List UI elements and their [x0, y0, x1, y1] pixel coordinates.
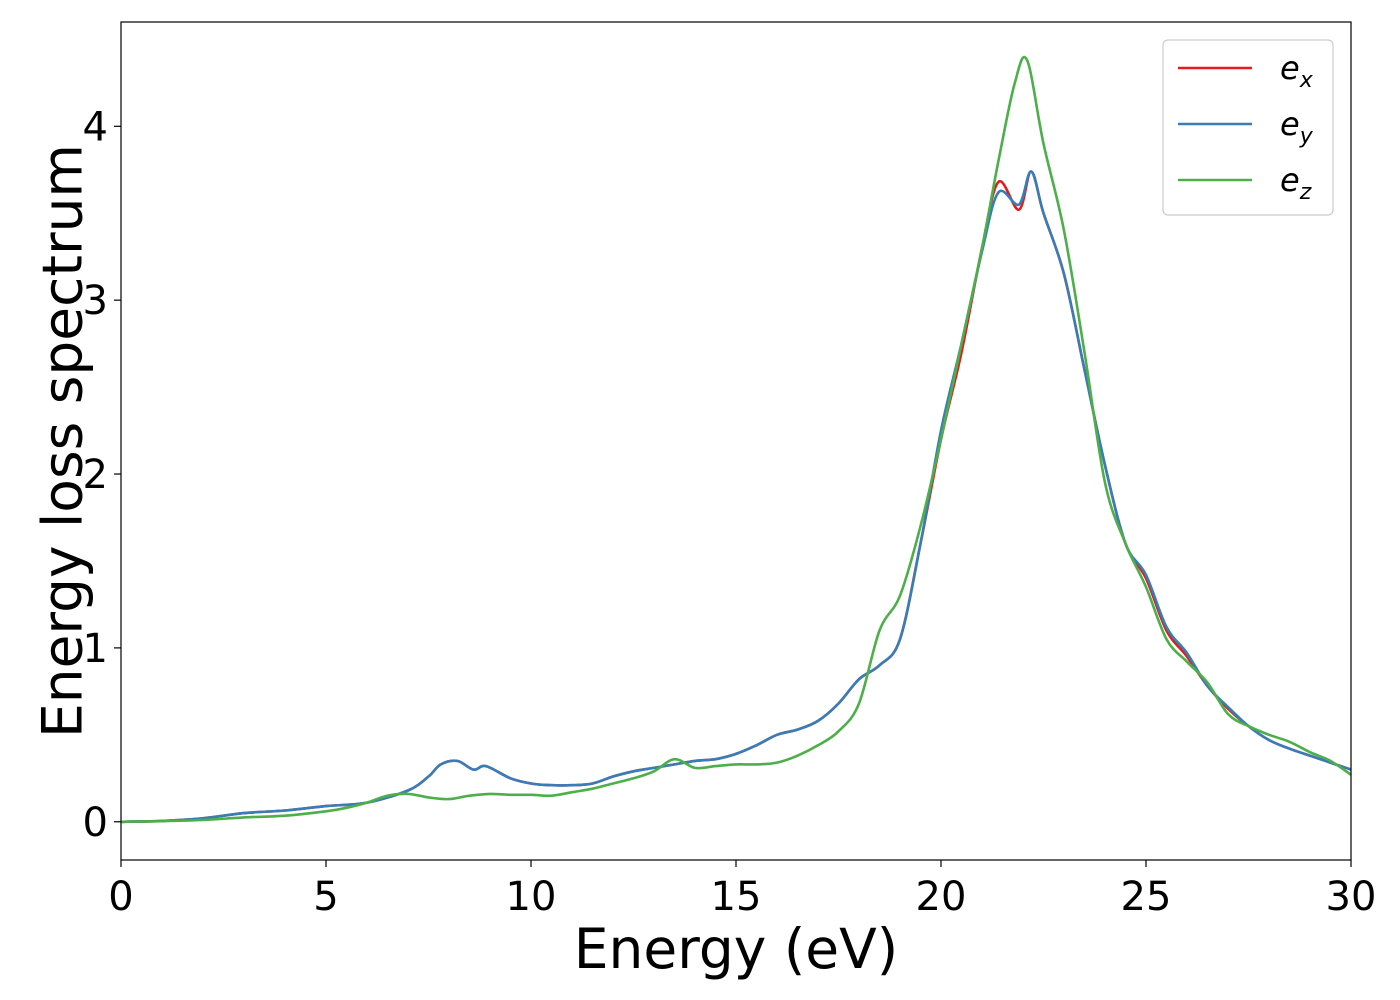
series-line-x — [120, 170, 1352, 824]
series-layer — [120, 55, 1352, 824]
x-tick-label: 15 — [711, 874, 762, 920]
y-tick-label: 3 — [83, 278, 108, 324]
y-tick-label: 1 — [83, 626, 108, 672]
plot-area-frame — [120, 21, 1352, 861]
x-tick-label: 25 — [1121, 874, 1172, 920]
series-line-z — [120, 55, 1352, 824]
legend-label-x: ex — [1280, 49, 1314, 93]
x-axis-title: Energy (eV) — [574, 917, 898, 981]
legend: ex ey ez — [1162, 39, 1334, 216]
y-tick-label: 4 — [83, 104, 108, 150]
x-tick-label: 0 — [108, 874, 133, 920]
series-line-y — [120, 170, 1352, 824]
y-axis-title: Energy loss spectrum — [30, 144, 94, 738]
x-tick-label: 30 — [1326, 874, 1377, 920]
legend-label-y: ey — [1280, 105, 1314, 149]
y-tick-label: 0 — [83, 800, 108, 846]
x-tick-label: 20 — [916, 874, 967, 920]
legend-label-z: ez — [1280, 161, 1312, 205]
x-tick-label: 10 — [506, 874, 557, 920]
legend-box — [1162, 39, 1334, 216]
x-tick-label: 5 — [313, 874, 338, 920]
y-tick-label: 2 — [83, 452, 108, 498]
ticks-layer: 0 5 10 15 20 25 30 0 1 2 3 4 — [83, 104, 1377, 920]
